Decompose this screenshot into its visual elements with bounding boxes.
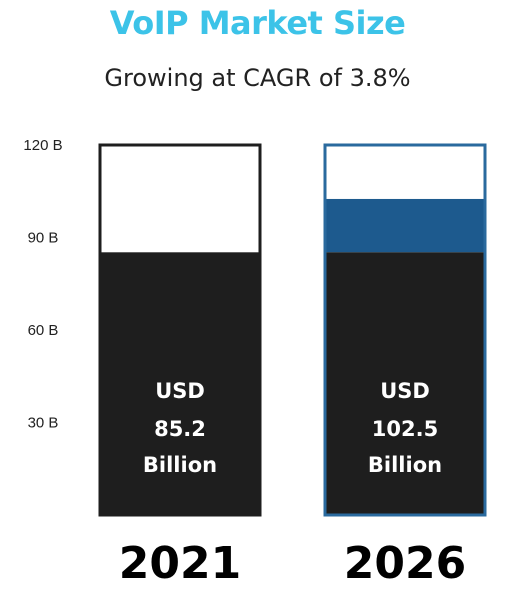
bar-data-label: 85.2	[154, 417, 206, 441]
y-tick-label: 90 B	[28, 230, 59, 247]
bars: USD 85.2 Billion USD 102.5 Billion	[98, 143, 487, 517]
x-category-label: 2026	[344, 538, 466, 589]
bar-data-label: USD	[155, 379, 205, 403]
bar-fill	[101, 252, 259, 514]
chart-title: VoIP Market Size	[109, 4, 406, 42]
bar-data-label: Billion	[368, 453, 442, 477]
bar-data-label: 102.5	[372, 417, 438, 441]
y-tick-label: 60 B	[28, 322, 59, 339]
y-tick-label: 120 B	[23, 137, 62, 154]
bar-growth-segment	[326, 198, 484, 253]
y-tick-label: 30 B	[28, 415, 59, 432]
x-axis: 2021 2026	[119, 538, 466, 589]
bar-group-2021: USD 85.2 Billion	[98, 143, 262, 517]
bar-data-label: Billion	[143, 453, 217, 477]
x-category-label: 2021	[119, 538, 241, 589]
bar-data-label: USD	[380, 379, 430, 403]
chart-subtitle: Growing at CAGR of 3.8%	[104, 64, 411, 92]
bar-fill	[326, 252, 484, 514]
bar-group-2026: USD 102.5 Billion	[323, 143, 487, 517]
y-axis: 120 B 90 B 60 B 30 B	[23, 137, 62, 432]
